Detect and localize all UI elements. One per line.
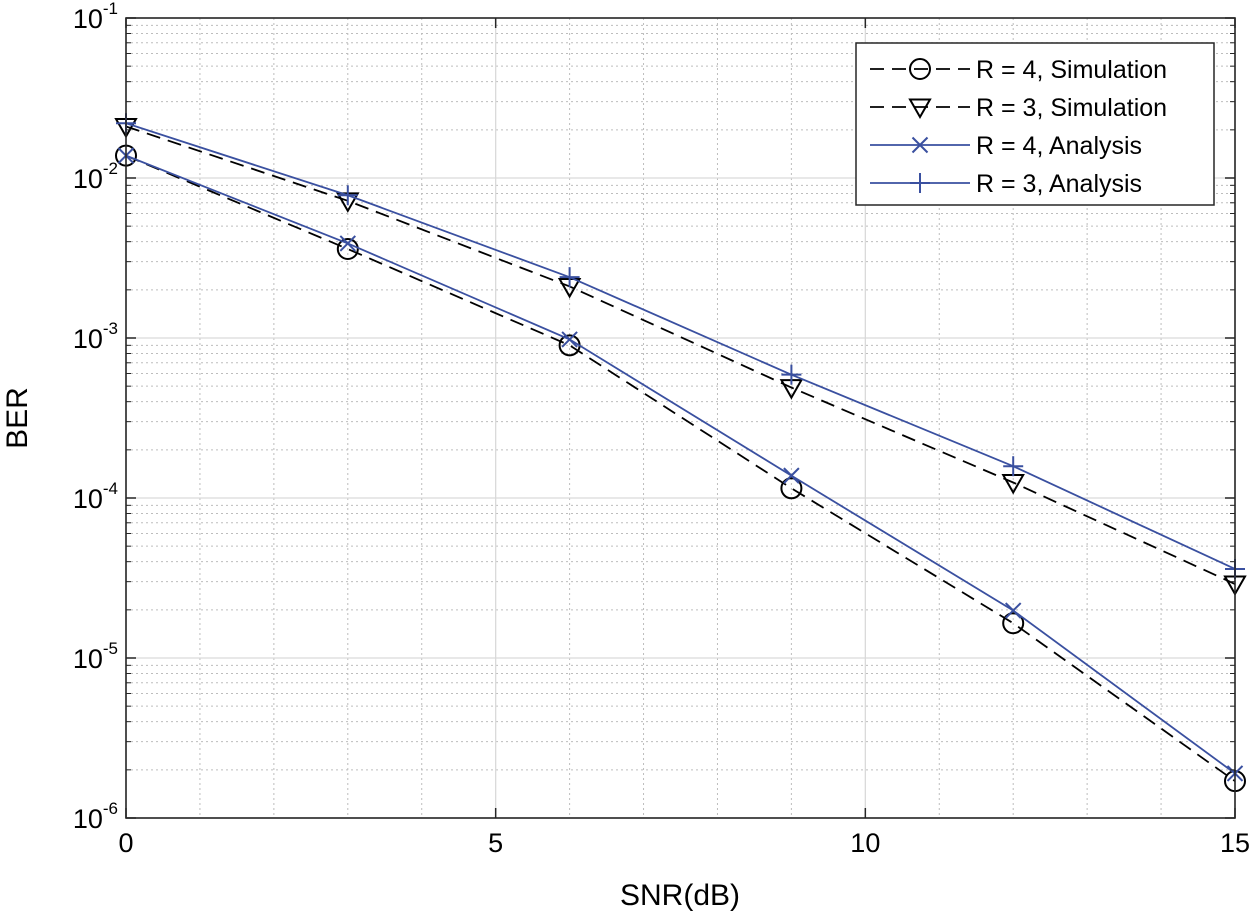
triangle-down-marker (908, 98, 932, 120)
grid-layer (125, 17, 1236, 819)
x-marker (911, 136, 929, 154)
circle-marker (1002, 612, 1025, 635)
legend-label: R = 3, Analysis (976, 170, 1142, 198)
y-tick-label: 10-2 (73, 159, 118, 194)
legend-entry: R = 4, Analysis (870, 132, 1142, 160)
x-marker-stroke (561, 331, 578, 348)
series-line (125, 125, 1236, 585)
legend-box (855, 42, 1215, 206)
legend-entry: R = 3, Analysis (870, 170, 1142, 198)
series-line (125, 122, 1236, 570)
legend-label: R = 4, Simulation (976, 56, 1167, 84)
x-marker-stroke (339, 235, 357, 252)
x-marker (339, 235, 357, 252)
axes-frame (125, 17, 1236, 819)
plus-marker (1003, 456, 1024, 477)
circle-marker (909, 58, 931, 80)
y-tick-label: 10-3 (73, 319, 118, 354)
y-tick-label: 10-5 (73, 639, 118, 674)
circle-marker (336, 237, 359, 260)
circle-marker (780, 477, 803, 500)
legend: R = 4, Simulation R = 3, Simulation R = 4,… (855, 42, 1215, 206)
x-marker (1004, 602, 1022, 619)
x-tick-label: 0 (118, 828, 133, 858)
x-axis-title: SNR(dB) (620, 879, 740, 912)
x-tick-label: 10 (850, 828, 880, 858)
x-marker-stroke (1004, 602, 1022, 619)
y-tick-label: 10-1 (73, 0, 118, 34)
y-tick-label: 10-6 (73, 799, 118, 834)
legend-entry: R = 4, Simulation (870, 56, 1167, 84)
series-1 (115, 144, 1246, 793)
axes-layer: 0 5 10 15 10-6 10-5 10-4 10-3 10-2 10-1 (73, 0, 1250, 858)
plus-marker (910, 173, 930, 193)
x-marker-stroke (783, 467, 800, 484)
x-marker-stroke (911, 136, 929, 154)
series-line (125, 154, 1236, 775)
y-axis-title: BER (1, 387, 34, 449)
x-marker (783, 467, 800, 484)
plus-marker (781, 364, 802, 385)
legend-label: R = 4, Analysis (976, 132, 1142, 160)
legend-label: R = 3, Simulation (976, 94, 1167, 122)
x-tick-label: 15 (1220, 828, 1250, 858)
plus-marker (559, 267, 580, 288)
series-line (125, 154, 1236, 782)
x-tick-label: 5 (488, 828, 503, 858)
plus-marker (337, 185, 358, 206)
x-marker (561, 331, 578, 348)
legend-entry: R = 3, Simulation (870, 94, 1167, 122)
y-tick-label: 10-4 (73, 479, 118, 514)
